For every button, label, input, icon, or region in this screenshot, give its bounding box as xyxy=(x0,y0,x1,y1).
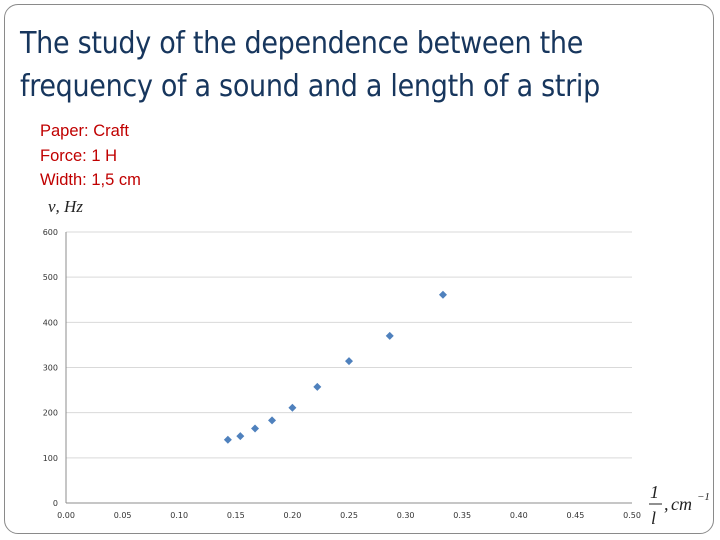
y-tick-label: 200 xyxy=(43,409,58,418)
slide-frame xyxy=(4,4,714,534)
y-tick-labels: 0 100 200 300 400 500 600 xyxy=(43,228,58,508)
data-point xyxy=(223,435,232,444)
x-tick-label: 0.50 xyxy=(623,511,641,520)
y-tick-label: 0 xyxy=(53,499,58,508)
svg-text:ν, Hz: ν, Hz xyxy=(48,197,83,216)
y-tick-label: 300 xyxy=(43,364,58,373)
x-label-denominator: l xyxy=(651,508,656,528)
x-tick-label: 0.45 xyxy=(566,511,584,520)
data-point xyxy=(313,382,322,391)
data-point xyxy=(385,331,394,340)
x-tick-label: 0.20 xyxy=(283,511,301,520)
parameters-list: Paper: Craft Force: 1 H Width: 1,5 cm xyxy=(40,119,141,193)
y-axis-label: ν, Hz xyxy=(48,197,83,216)
gridlines xyxy=(65,231,632,504)
x-tick-labels: 0.00 0.05 0.10 0.15 0.20 0.25 0.30 0.35 0.40 0.45… xyxy=(57,511,641,520)
x-tick-label: 0.35 xyxy=(453,511,471,520)
x-label-numerator: 1 xyxy=(650,482,659,502)
param-force: Force: 1 H xyxy=(40,146,118,165)
x-tick-label: 0.10 xyxy=(170,511,188,520)
x-tick-label: 0.40 xyxy=(510,511,528,520)
y-tick-label: 500 xyxy=(43,273,58,282)
x-tick-label: 0.00 xyxy=(57,511,75,520)
data-point xyxy=(438,290,447,299)
y-tick-label: 400 xyxy=(43,318,58,327)
y-tick-label: 100 xyxy=(43,454,58,463)
x-tick-label: 0.15 xyxy=(227,511,245,520)
data-points xyxy=(223,290,447,444)
data-point xyxy=(236,432,245,441)
param-width: Width: 1,5 cm xyxy=(40,171,141,189)
y-axis-label-symbol: ν xyxy=(48,197,56,216)
data-point xyxy=(345,357,353,366)
slide-title: The study of the dependence between the … xyxy=(20,26,600,104)
param-paper: Paper: Craft xyxy=(40,122,129,140)
x-tick-label: 0.25 xyxy=(340,511,358,520)
y-axis-label-unit: Hz xyxy=(63,197,83,216)
x-tick-label: 0.05 xyxy=(114,511,132,520)
data-point xyxy=(288,403,297,412)
y-axis-label-sep: , xyxy=(56,197,65,216)
x-label-exponent: −1 xyxy=(697,491,710,503)
data-point xyxy=(268,416,277,425)
x-label-comma: , xyxy=(664,494,669,514)
y-tick-label: 600 xyxy=(43,228,58,237)
x-axis-label: 1 l , cm −1 xyxy=(649,482,710,528)
data-point xyxy=(251,424,260,433)
x-tick-label: 0.30 xyxy=(397,511,415,520)
x-label-unit: cm xyxy=(671,494,692,514)
